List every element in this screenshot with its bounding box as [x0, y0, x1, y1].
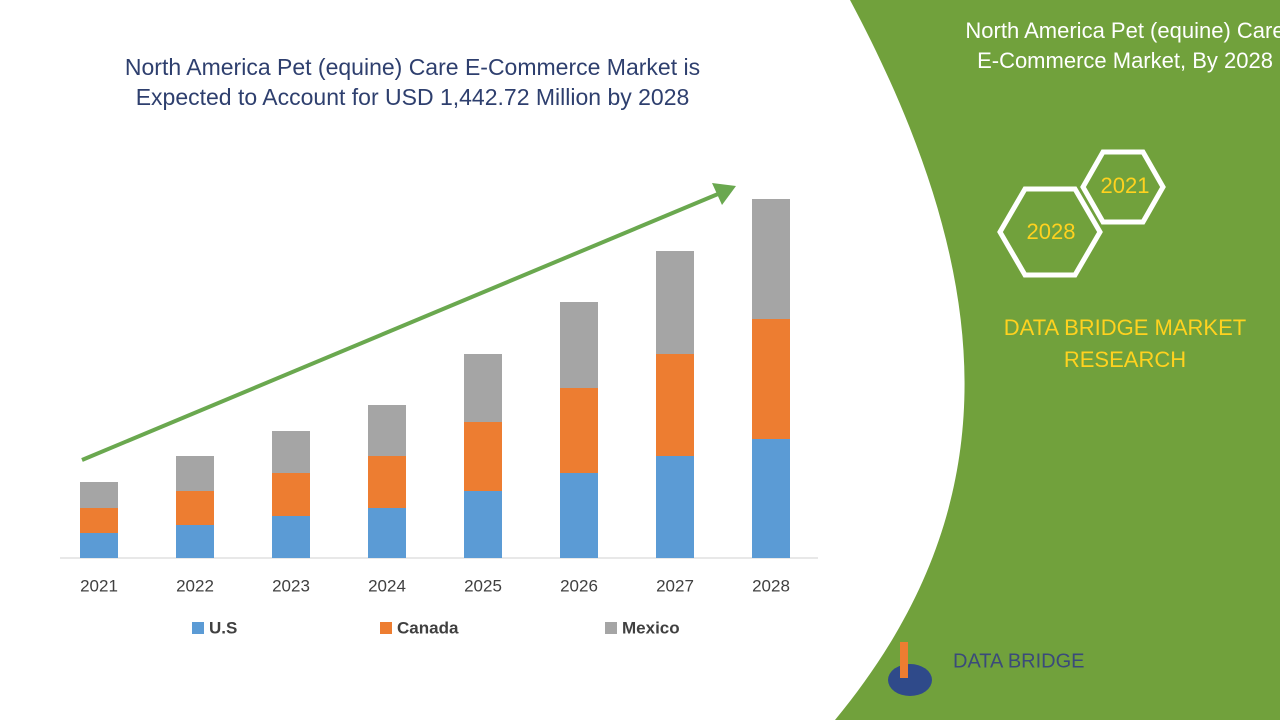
bar-segment [80, 533, 118, 558]
x-tick-label: 2022 [176, 576, 214, 595]
bar-segment [272, 431, 310, 473]
bar-segment [560, 302, 598, 388]
hex-label: 2028 [1027, 219, 1076, 244]
bar-segment [464, 422, 502, 491]
bar-segment [560, 473, 598, 558]
bar-segment [176, 525, 214, 558]
bar-segment [80, 508, 118, 533]
bar-segment [656, 456, 694, 558]
panel-title: North America Pet (equine) Care E-Commer… [965, 18, 1280, 73]
bar-segment [80, 482, 118, 508]
bar-segment [464, 491, 502, 558]
legend-label: Mexico [622, 618, 680, 637]
logo-mark [888, 664, 932, 696]
legend-swatch [380, 622, 392, 634]
x-tick-label: 2024 [368, 576, 406, 595]
x-tick-label: 2025 [464, 576, 502, 595]
hexagon [997, 186, 1103, 278]
bar-segment [272, 473, 310, 516]
logo-mark [900, 642, 908, 678]
legend-label: U.S [209, 618, 237, 637]
arrow-head [712, 183, 736, 205]
legend-label: Canada [397, 618, 459, 637]
bar-segment [368, 508, 406, 558]
bar-segment [272, 516, 310, 558]
bar-segment [176, 491, 214, 525]
side-panel [835, 0, 1280, 720]
bar-segment [656, 354, 694, 456]
x-tick-label: 2028 [752, 576, 790, 595]
bar-segment [368, 405, 406, 456]
legend-swatch [192, 622, 204, 634]
bar-segment [656, 251, 694, 354]
bar-segment [176, 456, 214, 491]
x-tick-label: 2026 [560, 576, 598, 595]
hexagon [1080, 149, 1166, 225]
x-tick-label: 2023 [272, 576, 310, 595]
bar-segment [560, 388, 598, 473]
trend-arrow [81, 192, 719, 462]
hex-label: 2021 [1101, 173, 1150, 198]
x-tick-label: 2027 [656, 576, 694, 595]
bar-segment [752, 439, 790, 558]
legend-swatch [605, 622, 617, 634]
bar-segment [464, 354, 502, 422]
chart-title: North America Pet (equine) Care E-Commer… [124, 54, 701, 110]
brand: DATA BRIDGE MARKET RESEARCH [1003, 315, 1247, 372]
bar-segment [368, 456, 406, 508]
x-tick-label: 2021 [80, 576, 118, 595]
bar-segment [752, 199, 790, 319]
logo-text: DATA BRIDGE [953, 650, 1085, 672]
bar-segment [752, 319, 790, 439]
